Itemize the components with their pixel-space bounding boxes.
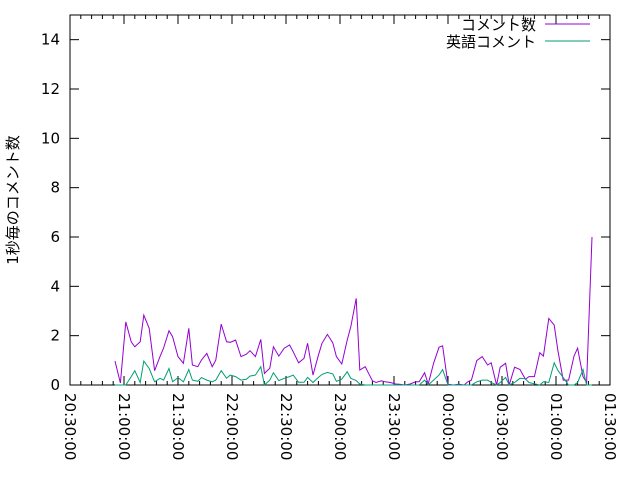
x-tick-label: 22:30:00 — [277, 393, 295, 460]
y-tick-label: 6 — [50, 228, 60, 246]
x-tick-label: 23:30:00 — [385, 393, 403, 460]
legend-label-english-comments: 英語コメント — [446, 33, 536, 51]
x-tick-label: 01:00:00 — [547, 393, 565, 460]
y-tick-label: 14 — [41, 31, 60, 49]
y-tick-label: 8 — [50, 179, 60, 197]
y-tick-label: 10 — [41, 129, 60, 147]
legend: コメント数 英語コメント — [446, 16, 590, 51]
y-axis-label: 1秒毎のコメント数 — [4, 135, 22, 265]
x-tick-label: 01:30:00 — [601, 393, 619, 460]
x-tick-label: 00:30:00 — [493, 393, 511, 460]
y-tick-label: 4 — [50, 277, 60, 295]
y-axis: 0 2 4 6 8 10 12 14 — [41, 31, 610, 394]
y-tick-label: 0 — [50, 376, 60, 394]
plot-frame — [69, 14, 611, 386]
x-tick-label: 20:30:00 — [61, 393, 79, 460]
y-tick-label: 12 — [41, 80, 60, 98]
series-line-comments — [114, 236, 593, 386]
y-tick-label: 2 — [50, 327, 60, 345]
x-axis: 20:30:00 21:00:00 21:30:00 22:00:00 22:30:00… — [61, 15, 619, 460]
x-tick-label: 21:00:00 — [115, 393, 133, 460]
x-tick-label: 00:00:00 — [439, 393, 457, 460]
x-tick-label: 22:00:00 — [223, 393, 241, 460]
series-group — [114, 236, 593, 386]
x-tick-label: 23:00:00 — [331, 393, 349, 460]
series-line-english-comments — [115, 359, 592, 386]
x-tick-label: 21:30:00 — [169, 393, 187, 460]
legend-label-comments: コメント数 — [461, 16, 536, 34]
